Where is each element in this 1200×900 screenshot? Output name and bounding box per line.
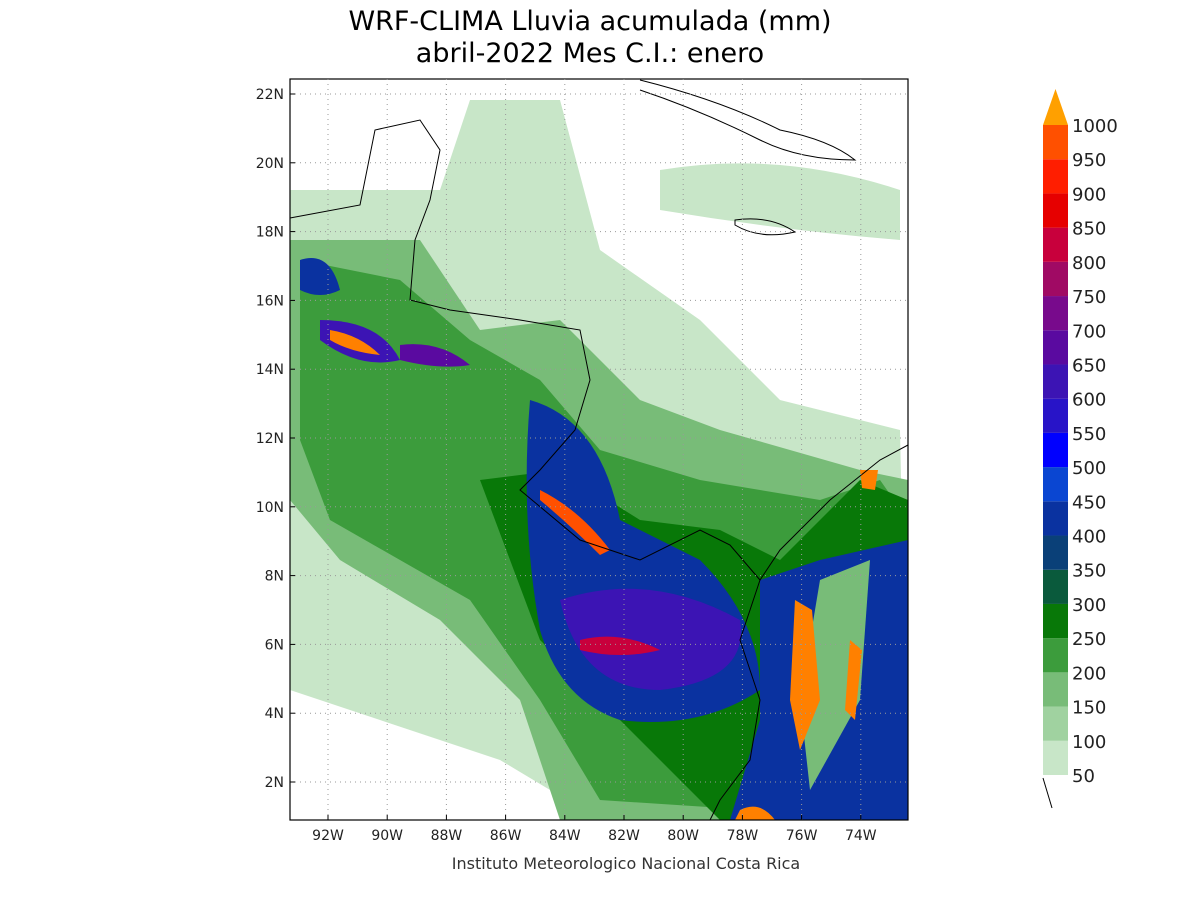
colorbar-label: 250 xyxy=(1072,629,1106,650)
title-line: WRF-CLIMA Lluvia acumulada (mm) xyxy=(348,6,831,37)
lon-label: 82W xyxy=(608,828,640,844)
colorbar-box xyxy=(1043,261,1068,297)
colorbar-label: 400 xyxy=(1072,527,1106,548)
lat-label: 4N xyxy=(265,706,284,722)
colorbar-box xyxy=(1043,740,1068,775)
lon-label: 92W xyxy=(312,828,344,844)
colorbar-box xyxy=(1043,672,1068,707)
lat-label: 2N xyxy=(265,775,284,791)
lon-label: 78W xyxy=(727,828,759,844)
colorbar-box xyxy=(1043,467,1068,502)
lon-label: 74W xyxy=(845,828,877,844)
colorbar-label: 700 xyxy=(1072,321,1106,342)
colorbar-box xyxy=(1043,501,1068,536)
colorbar-box xyxy=(1043,227,1068,262)
colorbar-label: 550 xyxy=(1072,424,1106,445)
lat-label: 22N xyxy=(256,87,284,103)
lat-label: 10N xyxy=(256,500,284,516)
colorbar-label: 1000 xyxy=(1072,116,1118,137)
colorbar-label: 750 xyxy=(1072,287,1106,308)
lon-label: 90W xyxy=(371,828,403,844)
colorbar-label: 350 xyxy=(1072,561,1106,582)
colorbar-box xyxy=(1043,603,1068,639)
colorbar-label: 950 xyxy=(1072,150,1106,171)
lat-label: 14N xyxy=(256,362,284,378)
colorbar-label: 300 xyxy=(1072,595,1106,616)
lon-label: 80W xyxy=(667,828,699,844)
colorbar-label: 150 xyxy=(1072,698,1106,719)
rain-field xyxy=(290,100,908,820)
colorbar-box xyxy=(1043,706,1068,741)
colorbar-box xyxy=(1043,569,1068,604)
lon-label: 86W xyxy=(490,828,522,844)
map-frame xyxy=(289,78,909,821)
lon-label: 88W xyxy=(431,828,463,844)
colorbar-box xyxy=(1043,535,1068,570)
lon-label: 76W xyxy=(786,828,818,844)
colorbar-label: 50 xyxy=(1072,766,1095,787)
lat-label: 18N xyxy=(256,225,284,241)
colorbar-label: 800 xyxy=(1072,253,1106,274)
colorbar-label: 900 xyxy=(1072,184,1106,205)
colorbar-box xyxy=(1043,193,1068,228)
credit: Instituto Meteorologico Nacional Costa R… xyxy=(452,854,800,873)
lat-label: 6N xyxy=(265,637,284,653)
colorbar-label: 200 xyxy=(1072,663,1106,684)
title-line: abril-2022 Mes C.I.: enero xyxy=(416,38,764,69)
colorbar-box xyxy=(1043,330,1068,365)
coastlines xyxy=(289,79,909,821)
lat-label: 16N xyxy=(256,293,284,309)
lat-label: 8N xyxy=(265,569,284,585)
colorbar-label: 850 xyxy=(1072,219,1106,240)
colorbar-box xyxy=(1043,364,1068,399)
colorbar-label: 450 xyxy=(1072,492,1106,513)
colorbar-box xyxy=(1043,296,1068,331)
colorbar-box xyxy=(1043,398,1068,433)
colorbar-label: 650 xyxy=(1072,355,1106,376)
colorbar-label: 500 xyxy=(1072,458,1106,479)
colorbar-tail xyxy=(1042,777,1053,809)
lat-label: 12N xyxy=(256,431,284,447)
lon-label: 84W xyxy=(549,828,581,844)
colorbar-box xyxy=(1043,638,1068,673)
colorbar-box xyxy=(1043,432,1068,468)
colorbar-box xyxy=(1043,159,1068,194)
colorbar-label: 100 xyxy=(1072,732,1106,753)
colorbar-label: 600 xyxy=(1072,390,1106,411)
colorbar-arrow xyxy=(1043,89,1068,125)
lat-label: 20N xyxy=(256,156,284,172)
colorbar-box xyxy=(1043,125,1068,160)
